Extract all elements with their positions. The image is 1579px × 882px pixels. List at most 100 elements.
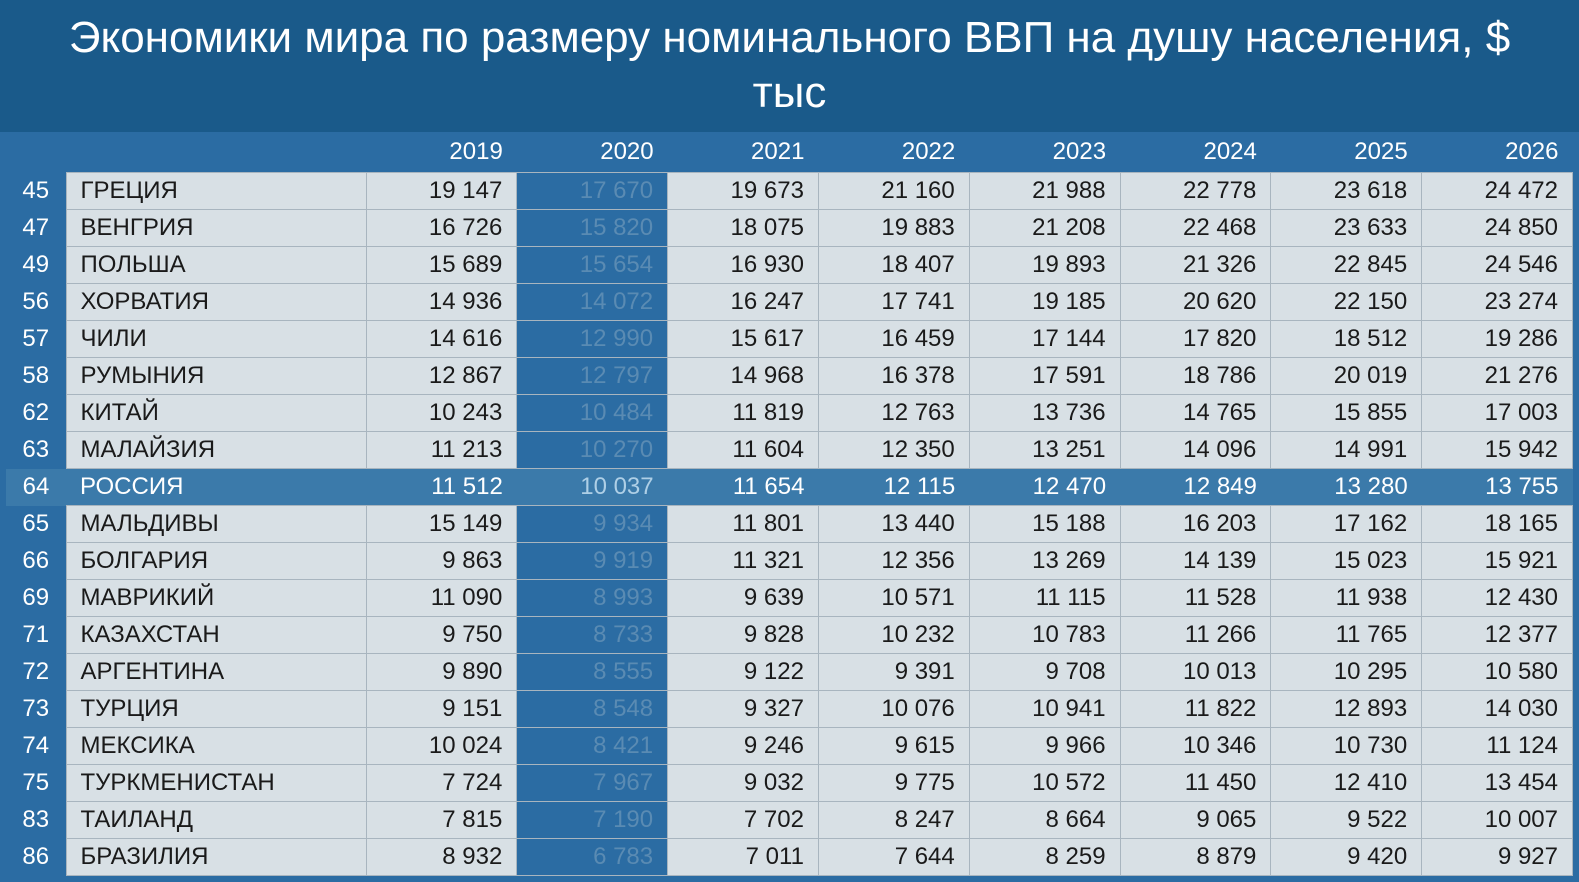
cell-2020: 8 555 bbox=[517, 654, 668, 691]
cell-2024: 20 620 bbox=[1120, 284, 1271, 321]
country-cell: РОССИЯ bbox=[66, 469, 366, 506]
cell-2019: 9 890 bbox=[366, 654, 517, 691]
country-cell: МЕКСИКА bbox=[66, 728, 366, 765]
col-header-blank-1 bbox=[66, 132, 366, 173]
table-row: 73ТУРЦИЯ9 1518 5489 32710 07610 94111 82… bbox=[6, 691, 1573, 728]
table-wrapper: 20192020202120222023202420252026 45ГРЕЦИ… bbox=[0, 132, 1579, 882]
cell-2024: 10 346 bbox=[1120, 728, 1271, 765]
cell-2025: 17 162 bbox=[1271, 506, 1422, 543]
cell-2019: 19 147 bbox=[366, 173, 517, 210]
cell-2026: 19 286 bbox=[1422, 321, 1573, 358]
cell-2026: 10 580 bbox=[1422, 654, 1573, 691]
cell-2019: 15 689 bbox=[366, 247, 517, 284]
cell-2021: 15 617 bbox=[668, 321, 819, 358]
cell-2021: 9 032 bbox=[668, 765, 819, 802]
cell-2024: 22 778 bbox=[1120, 173, 1271, 210]
cell-2026: 24 850 bbox=[1422, 210, 1573, 247]
table-row: 64РОССИЯ11 51210 03711 65412 11512 47012… bbox=[6, 469, 1573, 506]
rank-cell: 71 bbox=[6, 617, 66, 654]
country-cell: БОЛГАРИЯ bbox=[66, 543, 366, 580]
table-row: 75ТУРКМЕНИСТАН7 7247 9679 0329 77510 572… bbox=[6, 765, 1573, 802]
col-header-2024: 2024 bbox=[1120, 132, 1271, 173]
cell-2021: 16 930 bbox=[668, 247, 819, 284]
cell-2021: 9 122 bbox=[668, 654, 819, 691]
cell-2026: 24 472 bbox=[1422, 173, 1573, 210]
cell-2024: 14 765 bbox=[1120, 395, 1271, 432]
country-cell: МАВРИКИЙ bbox=[66, 580, 366, 617]
cell-2021: 14 968 bbox=[668, 358, 819, 395]
cell-2025: 11 938 bbox=[1271, 580, 1422, 617]
cell-2019: 14 936 bbox=[366, 284, 517, 321]
country-cell: ГРЕЦИЯ bbox=[66, 173, 366, 210]
country-cell: МАЛАЙЗИЯ bbox=[66, 432, 366, 469]
cell-2024: 14 096 bbox=[1120, 432, 1271, 469]
cell-2021: 11 819 bbox=[668, 395, 819, 432]
cell-2022: 10 571 bbox=[818, 580, 969, 617]
cell-2020: 10 037 bbox=[517, 469, 668, 506]
table-row: 57ЧИЛИ14 61612 99015 61716 45917 14417 8… bbox=[6, 321, 1573, 358]
table-row: 45ГРЕЦИЯ19 14717 67019 67321 16021 98822… bbox=[6, 173, 1573, 210]
table-row: 58РУМЫНИЯ12 86712 79714 96816 37817 5911… bbox=[6, 358, 1573, 395]
cell-2025: 10 295 bbox=[1271, 654, 1422, 691]
cell-2019: 9 151 bbox=[366, 691, 517, 728]
cell-2021: 18 075 bbox=[668, 210, 819, 247]
cell-2019: 10 024 bbox=[366, 728, 517, 765]
country-cell: ТАИЛАНД bbox=[66, 802, 366, 839]
cell-2020: 8 733 bbox=[517, 617, 668, 654]
table-row: 69МАВРИКИЙ11 0908 9939 63910 57111 11511… bbox=[6, 580, 1573, 617]
cell-2019: 10 243 bbox=[366, 395, 517, 432]
rank-cell: 45 bbox=[6, 173, 66, 210]
cell-2020: 14 072 bbox=[517, 284, 668, 321]
cell-2021: 9 327 bbox=[668, 691, 819, 728]
cell-2024: 18 786 bbox=[1120, 358, 1271, 395]
cell-2019: 9 750 bbox=[366, 617, 517, 654]
country-cell: ТУРЦИЯ bbox=[66, 691, 366, 728]
cell-2025: 23 633 bbox=[1271, 210, 1422, 247]
rank-cell: 83 bbox=[6, 802, 66, 839]
cell-2022: 9 615 bbox=[818, 728, 969, 765]
rank-cell: 64 bbox=[6, 469, 66, 506]
cell-2023: 10 783 bbox=[969, 617, 1120, 654]
cell-2025: 11 765 bbox=[1271, 617, 1422, 654]
col-header-blank-0 bbox=[6, 132, 66, 173]
cell-2021: 11 321 bbox=[668, 543, 819, 580]
cell-2026: 15 921 bbox=[1422, 543, 1573, 580]
cell-2022: 12 115 bbox=[818, 469, 969, 506]
cell-2021: 11 801 bbox=[668, 506, 819, 543]
cell-2020: 9 919 bbox=[517, 543, 668, 580]
cell-2023: 17 591 bbox=[969, 358, 1120, 395]
cell-2022: 9 775 bbox=[818, 765, 969, 802]
cell-2019: 8 932 bbox=[366, 839, 517, 876]
cell-2021: 7 702 bbox=[668, 802, 819, 839]
cell-2020: 15 654 bbox=[517, 247, 668, 284]
table-row: 72АРГЕНТИНА9 8908 5559 1229 3919 70810 0… bbox=[6, 654, 1573, 691]
rank-cell: 69 bbox=[6, 580, 66, 617]
cell-2022: 8 247 bbox=[818, 802, 969, 839]
cell-2023: 12 470 bbox=[969, 469, 1120, 506]
gdp-container: Экономики мира по размеру номинального В… bbox=[0, 0, 1579, 853]
country-cell: КАЗАХСТАН bbox=[66, 617, 366, 654]
table-row: 86БРАЗИЛИЯ8 9326 7837 0117 6448 2598 879… bbox=[6, 839, 1573, 876]
rank-cell: 56 bbox=[6, 284, 66, 321]
cell-2025: 9 522 bbox=[1271, 802, 1422, 839]
cell-2022: 12 356 bbox=[818, 543, 969, 580]
table-row: 49ПОЛЬША15 68915 65416 93018 40719 89321… bbox=[6, 247, 1573, 284]
cell-2025: 13 280 bbox=[1271, 469, 1422, 506]
cell-2023: 19 185 bbox=[969, 284, 1120, 321]
table-row: 65МАЛЬДИВЫ15 1499 93411 80113 44015 1881… bbox=[6, 506, 1573, 543]
cell-2020: 8 548 bbox=[517, 691, 668, 728]
table-row: 47ВЕНГРИЯ16 72615 82018 07519 88321 2082… bbox=[6, 210, 1573, 247]
cell-2024: 11 528 bbox=[1120, 580, 1271, 617]
cell-2025: 15 023 bbox=[1271, 543, 1422, 580]
cell-2025: 10 730 bbox=[1271, 728, 1422, 765]
cell-2022: 16 459 bbox=[818, 321, 969, 358]
country-cell: РУМЫНИЯ bbox=[66, 358, 366, 395]
cell-2020: 7 967 bbox=[517, 765, 668, 802]
cell-2025: 12 410 bbox=[1271, 765, 1422, 802]
cell-2024: 8 879 bbox=[1120, 839, 1271, 876]
cell-2020: 17 670 bbox=[517, 173, 668, 210]
cell-2023: 17 144 bbox=[969, 321, 1120, 358]
table-row: 62КИТАЙ10 24310 48411 81912 76313 73614 … bbox=[6, 395, 1573, 432]
cell-2025: 9 420 bbox=[1271, 839, 1422, 876]
cell-2021: 9 828 bbox=[668, 617, 819, 654]
